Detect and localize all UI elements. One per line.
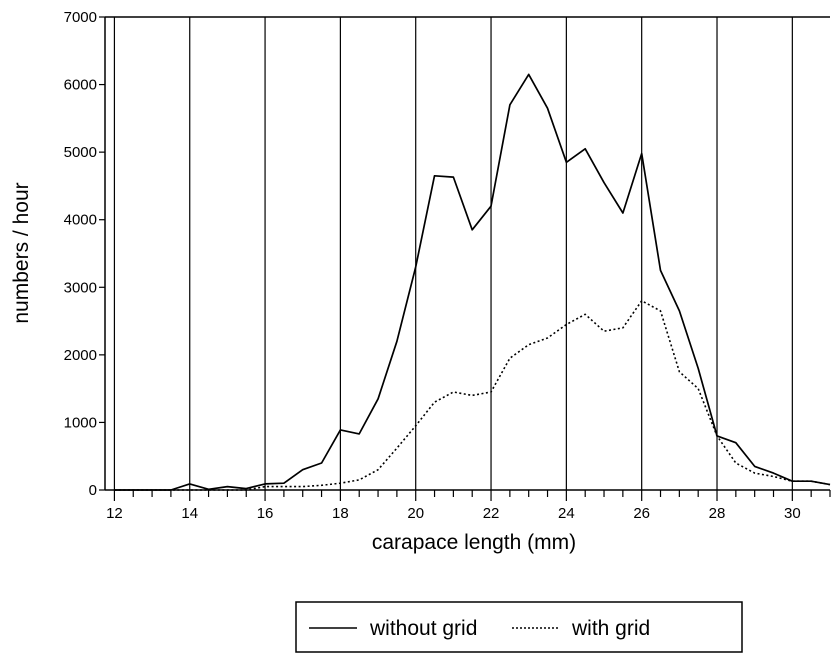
y-axis-title: numbers / hour — [10, 182, 33, 323]
x-tick-label-22: 22 — [483, 505, 500, 522]
legend-label-with-grid: with grid — [571, 617, 650, 640]
y-tick-label-7000: 7000 — [64, 9, 97, 26]
y-axis: 0 1000 2000 3000 4000 5000 6000 7000 — [64, 9, 105, 499]
x-tick-label-28: 28 — [709, 505, 726, 522]
series-line-with-grid — [114, 299, 831, 491]
y-tick-label-5000: 5000 — [64, 144, 97, 161]
legend: without grid with grid — [295, 601, 743, 653]
x-axis: 12 14 16 18 20 22 24 26 28 30 — [106, 490, 831, 522]
x-tick-label-14: 14 — [181, 505, 198, 522]
legend-label-without-grid: without grid — [369, 617, 477, 640]
y-tick-label-6000: 6000 — [64, 77, 97, 94]
x-tick-label-18: 18 — [332, 505, 349, 522]
x-tick-label-12: 12 — [106, 505, 123, 522]
y-tick-label-2000: 2000 — [64, 347, 97, 364]
vertical-grid-lines — [113, 17, 793, 490]
legend-box — [295, 601, 743, 653]
x-tick-label-16: 16 — [257, 505, 274, 522]
series-layer — [114, 73, 831, 491]
y-tick-label-4000: 4000 — [64, 212, 97, 229]
plot-frame — [104, 16, 830, 491]
y-tick-label-0: 0 — [89, 482, 97, 499]
x-tick-label-24: 24 — [558, 505, 575, 522]
y-tick-label-3000: 3000 — [64, 279, 97, 296]
x-axis-title: carapace length (mm) — [372, 531, 576, 554]
x-tick-label-26: 26 — [633, 505, 650, 522]
x-tick-label-20: 20 — [407, 505, 424, 522]
y-tick-label-1000: 1000 — [64, 414, 97, 431]
x-tick-label-30: 30 — [784, 505, 801, 522]
series-line-without-grid — [114, 73, 831, 491]
